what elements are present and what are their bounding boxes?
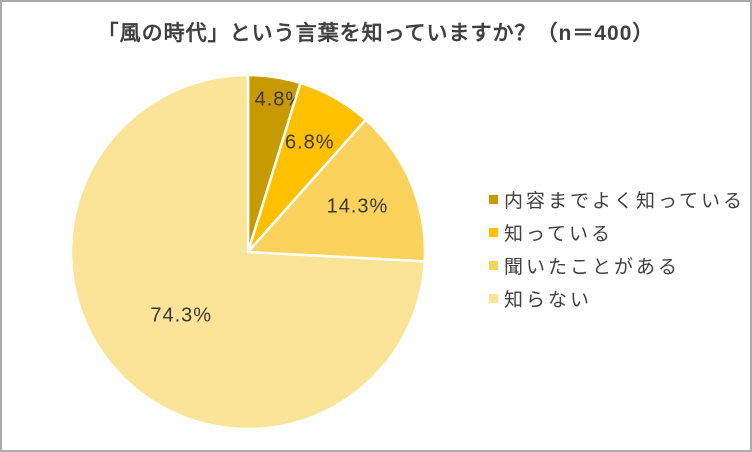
legend-swatch-icon <box>489 227 498 237</box>
legend-swatch-icon <box>489 293 498 303</box>
pie-data-label: 14.3% <box>327 195 389 217</box>
legend-item: 知らない <box>489 285 745 311</box>
pie-slice-3 <box>69 73 426 431</box>
legend: 内容までよく知っている 知っている聞いたことがある 知らない <box>489 186 745 318</box>
pie-data-label: 74.3% <box>150 304 212 326</box>
legend-swatch-icon <box>489 194 498 204</box>
legend-label: 知っている <box>504 223 614 245</box>
pie-slice-2 <box>246 118 427 263</box>
legend-label: 内容までよく知っている <box>504 190 746 212</box>
chart-title: 「風の時代」という言葉を知っていますか？（n＝400） <box>97 22 655 45</box>
legend-item: 聞いたことがある <box>489 252 745 278</box>
legend-swatch-icon <box>489 260 498 270</box>
pie-data-label: 4.8% <box>255 88 305 110</box>
legend-item: 知っている <box>489 219 745 245</box>
legend-label: 聞いたことがある <box>504 256 681 278</box>
pie-chart: 4.8% 6.8% 14.3% 74.3% <box>69 73 427 431</box>
legend-label: 知らない <box>504 289 593 311</box>
pie-data-label: 6.8% <box>285 132 335 154</box>
legend-item: 内容までよく知っている <box>489 186 745 212</box>
